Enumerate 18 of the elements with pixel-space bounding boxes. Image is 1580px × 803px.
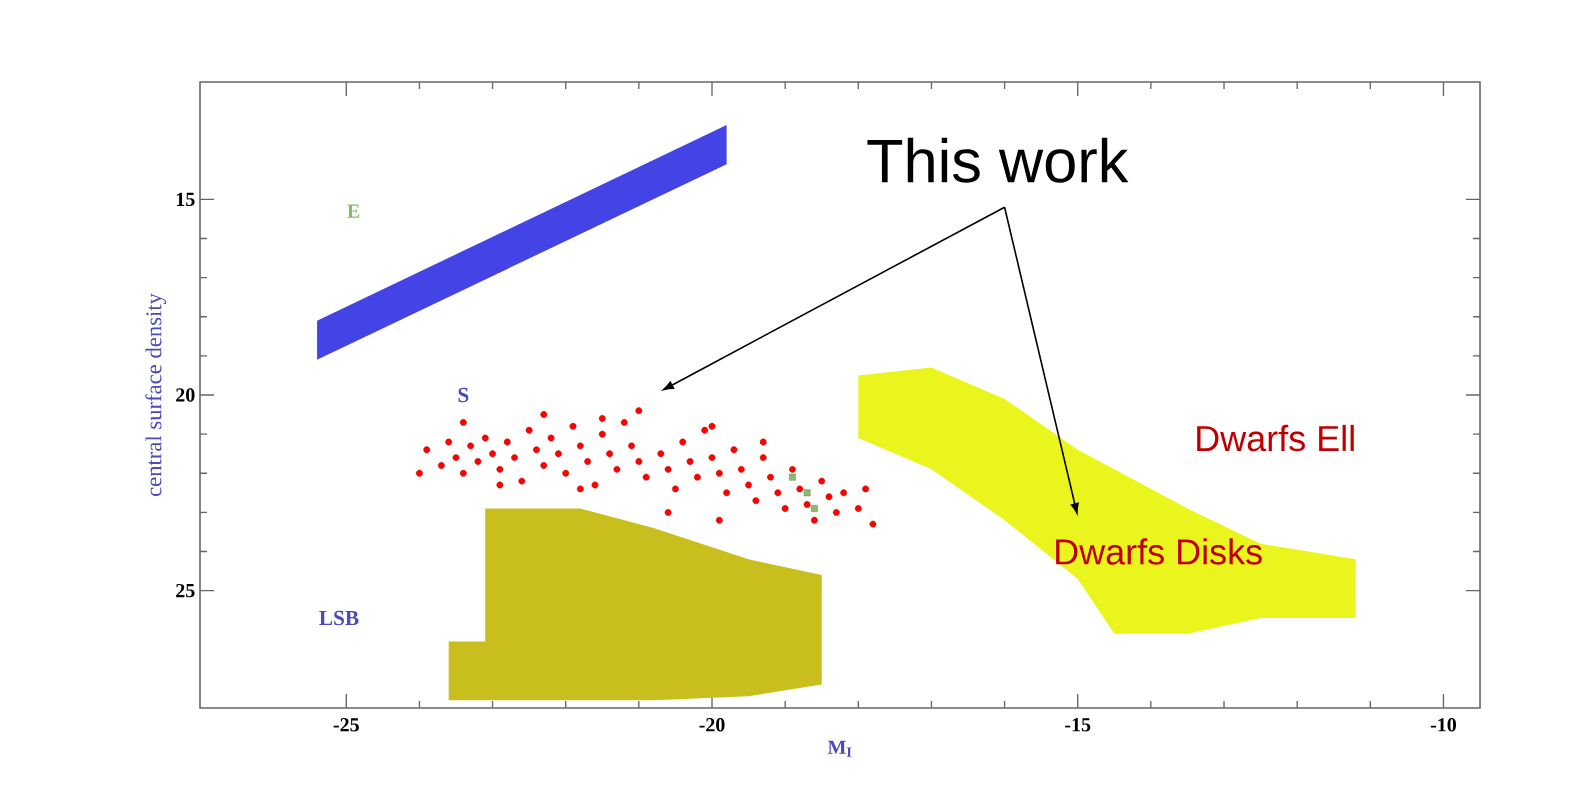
- x-tick-label: -10: [1430, 718, 1457, 732]
- y-axis-title: central surface density: [145, 293, 167, 497]
- x-tick-label: -15: [1065, 718, 1091, 732]
- point: [789, 473, 796, 481]
- annotation: E: [347, 204, 360, 218]
- y-tick-label: 20: [176, 388, 195, 402]
- annotation: Dwarfs Ell: [1197, 424, 1354, 452]
- point: [811, 505, 818, 512]
- annotation: S: [458, 387, 469, 403]
- annotation: Dwarfs Disks: [1056, 538, 1262, 565]
- y-tick-label: 15: [176, 192, 195, 207]
- annotation: LSB: [319, 610, 359, 626]
- annotation: This work: [867, 137, 1129, 183]
- x-axis-title: M$_{I}$: [827, 740, 852, 757]
- point: [803, 489, 811, 497]
- y-tick-label: 25: [176, 583, 195, 598]
- x-tick-label: -20: [699, 718, 725, 732]
- x-tick-label: -25: [333, 718, 359, 732]
